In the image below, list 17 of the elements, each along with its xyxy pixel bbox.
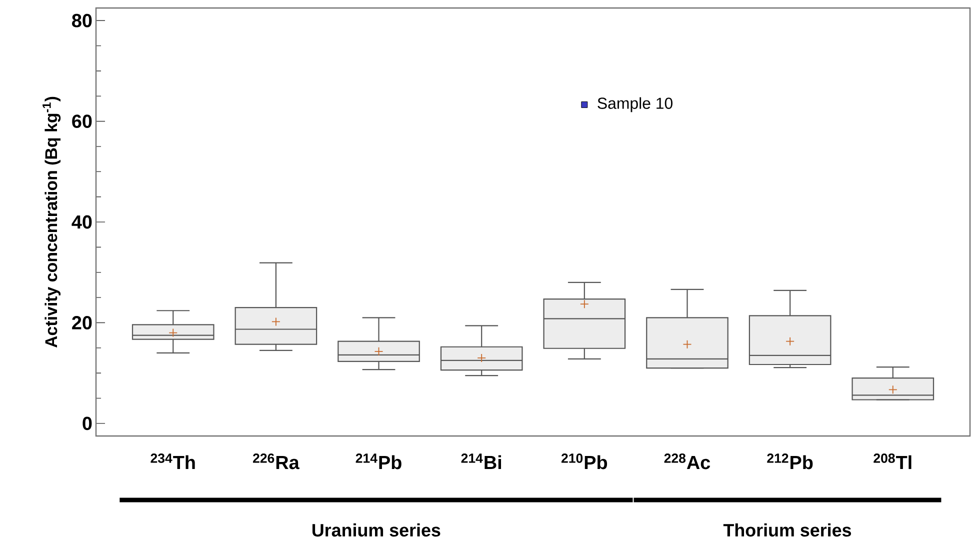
y-tick-label: 40 bbox=[72, 215, 92, 229]
x-tick-label: $^{226}$Ra bbox=[252, 454, 300, 470]
y-tick-label: 60 bbox=[72, 114, 92, 128]
y-tick-label: 20 bbox=[72, 316, 92, 330]
annotation: Sample 10 bbox=[598, 97, 672, 112]
text: Thorium series bbox=[723, 523, 852, 537]
x-tick-label: $^{212}$Pb bbox=[767, 454, 813, 470]
x-tick-label: $^{214}$Pb bbox=[356, 454, 402, 470]
y-axis-title: Activity concentration (Bq kg$^{-1}$) bbox=[42, 96, 61, 348]
y-tick-label: 80 bbox=[72, 14, 92, 28]
text: Uranium series bbox=[312, 523, 440, 537]
x-tick-label: $^{214}$Bi bbox=[461, 454, 502, 470]
y-tick-label: 0 bbox=[82, 416, 92, 430]
x-tick-label: $^{210}$Pb bbox=[561, 454, 608, 470]
x-tick-label: $^{228}$Ac bbox=[664, 454, 710, 470]
x-tick-label: $^{208}$Tl bbox=[874, 454, 912, 470]
x-tick-label: $^{234}$Th bbox=[150, 454, 195, 470]
